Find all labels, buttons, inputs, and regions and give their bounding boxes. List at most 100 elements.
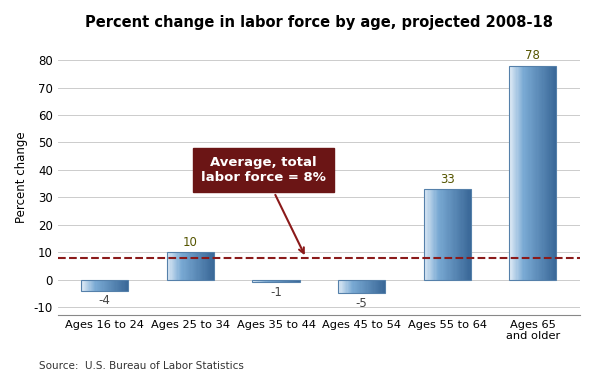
Bar — [555, 66, 556, 280]
Bar — [111, 280, 112, 291]
Bar — [117, 280, 118, 291]
Bar — [119, 280, 120, 291]
Bar — [350, 280, 351, 294]
Bar — [466, 189, 467, 280]
Bar — [265, 280, 267, 282]
Bar — [509, 66, 556, 280]
Bar — [106, 280, 107, 291]
Bar — [252, 280, 299, 282]
Bar — [207, 252, 208, 280]
Bar — [92, 280, 93, 291]
Bar — [118, 280, 119, 291]
Bar — [269, 280, 270, 282]
Bar — [255, 280, 256, 282]
Bar — [449, 189, 450, 280]
Bar — [81, 280, 82, 291]
Text: -5: -5 — [356, 297, 368, 310]
Bar — [513, 66, 514, 280]
Bar — [446, 189, 447, 280]
Bar — [270, 280, 271, 282]
Bar — [257, 280, 258, 282]
Text: 10: 10 — [183, 236, 198, 249]
Bar — [351, 280, 352, 294]
Bar — [521, 66, 522, 280]
Bar — [211, 252, 212, 280]
Bar — [445, 189, 446, 280]
Bar — [344, 280, 345, 294]
Bar — [537, 66, 538, 280]
Bar — [338, 280, 385, 294]
Bar — [353, 280, 355, 294]
Bar — [100, 280, 101, 291]
Bar — [528, 66, 530, 280]
Bar — [380, 280, 381, 294]
Bar — [546, 66, 547, 280]
Bar — [169, 252, 170, 280]
Bar — [83, 280, 84, 291]
Bar — [377, 280, 378, 294]
Bar — [283, 280, 284, 282]
Bar — [520, 66, 521, 280]
Bar — [361, 280, 362, 294]
Bar — [343, 280, 344, 294]
Bar — [93, 280, 94, 291]
Bar — [355, 280, 356, 294]
Bar — [198, 252, 199, 280]
Bar — [339, 280, 340, 294]
Bar — [199, 252, 200, 280]
Bar — [338, 280, 339, 294]
Bar — [195, 252, 196, 280]
Bar — [125, 280, 126, 291]
Bar — [527, 66, 528, 280]
Bar — [515, 66, 516, 280]
Bar — [99, 280, 100, 291]
Text: -4: -4 — [99, 294, 111, 307]
Bar — [280, 280, 281, 282]
Bar — [182, 252, 183, 280]
Bar — [252, 280, 253, 282]
Bar — [275, 280, 276, 282]
Bar — [460, 189, 461, 280]
Bar — [190, 252, 192, 280]
Bar — [356, 280, 357, 294]
Bar — [174, 252, 175, 280]
Bar — [447, 189, 449, 280]
Bar — [456, 189, 457, 280]
Bar — [437, 189, 438, 280]
Bar — [295, 280, 296, 282]
Bar — [168, 252, 169, 280]
Bar — [370, 280, 371, 294]
Bar — [461, 189, 462, 280]
Bar — [86, 280, 87, 291]
Bar — [452, 189, 453, 280]
Bar — [273, 280, 274, 282]
Bar — [96, 280, 98, 291]
Bar — [379, 280, 380, 294]
Bar — [346, 280, 347, 294]
Bar — [82, 280, 83, 291]
Bar — [202, 252, 203, 280]
Bar — [363, 280, 364, 294]
Bar — [277, 280, 278, 282]
Y-axis label: Percent change: Percent change — [15, 131, 28, 223]
Text: Source:  U.S. Bureau of Labor Statistics: Source: U.S. Bureau of Labor Statistics — [39, 361, 243, 371]
Bar — [464, 189, 465, 280]
Bar — [427, 189, 428, 280]
Bar — [425, 189, 426, 280]
Bar — [469, 189, 471, 280]
Bar — [259, 280, 261, 282]
Bar — [432, 189, 433, 280]
Bar — [284, 280, 286, 282]
Bar — [532, 66, 533, 280]
Bar — [81, 280, 129, 291]
Bar — [108, 280, 109, 291]
Bar — [368, 280, 369, 294]
Bar — [509, 66, 511, 280]
Bar — [271, 280, 273, 282]
Bar — [287, 280, 288, 282]
Bar — [113, 280, 114, 291]
Bar — [468, 189, 469, 280]
Bar — [426, 189, 427, 280]
Bar — [109, 280, 111, 291]
Bar — [292, 280, 293, 282]
